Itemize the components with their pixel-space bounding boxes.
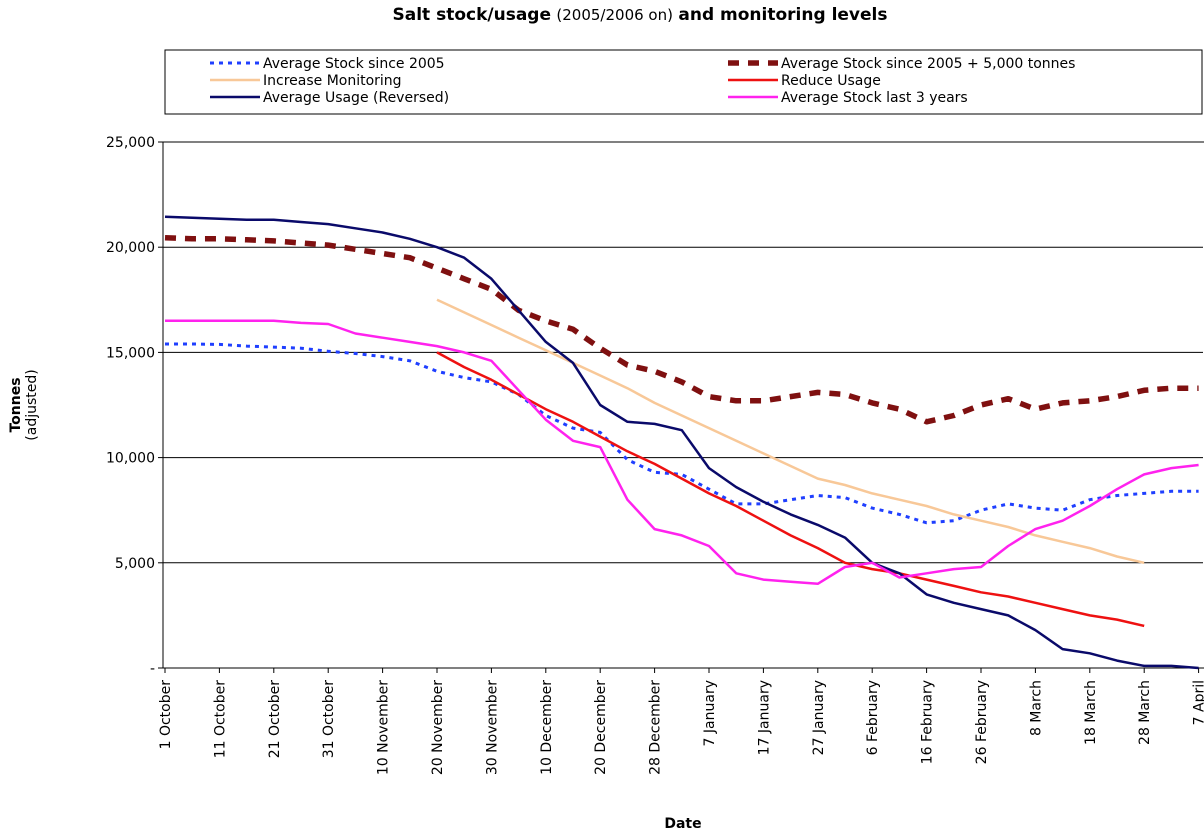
y-axis-title: Tonnes (adjusted) [8,369,40,440]
x-tick-label: 18 March [1083,680,1099,745]
legend-label: Average Stock since 2005 + 5,000 tonnes [781,56,1075,72]
y-tick-label: 25,000 [106,135,155,151]
series-line [164,215,1199,670]
series-line [165,319,1199,586]
legend-label: Increase Monitoring [263,73,402,89]
y-tick-label: 20,000 [106,240,155,256]
x-tick-label: 31 October [321,680,337,759]
legend-label: Average Stock since 2005 [263,56,445,72]
y-tick-label: 15,000 [106,345,155,361]
title-part: Salt stock/usage [393,5,552,25]
x-tick-label: 28 December [648,680,664,775]
x-axis-title: Date [664,816,701,832]
legend-label: Reduce Usage [781,73,881,89]
plot-frame [162,141,1204,669]
y-tick-label: - [150,661,155,677]
x-tick-label: 20 November [430,680,446,775]
y-tick-label: 10,000 [106,451,155,467]
title-part: (2005/2006 on) [556,6,673,24]
series-line [165,342,1199,525]
x-tick-label: 27 January [811,680,827,755]
x-tick-label: 7 April [1192,680,1204,725]
x-tick-label: 10 December [539,680,555,775]
x-tick-label: 11 October [212,680,228,759]
x-tick-label: 30 November [484,680,500,775]
series-line [436,351,1145,628]
x-tick-label: 26 February [974,680,990,764]
x-tick-label: 21 October [267,680,283,759]
x-tick-label: 20 December [593,680,609,775]
x-tick-label: 7 January [702,680,718,746]
y-subtitle: (adjusted) [24,369,40,440]
x-tick-label: 6 February [865,680,881,755]
title-part: and monitoring levels [678,5,887,25]
x-tick-label: 16 February [920,680,936,764]
legend-label: Average Stock last 3 years [781,90,968,106]
series-line [436,298,1145,565]
x-tick-label: 17 January [756,680,772,755]
x-tick-label: 28 March [1137,680,1153,745]
series-line [164,234,1199,425]
legend-label: Average Usage (Reversed) [263,90,449,106]
x-tick-label: 1 October [158,680,174,750]
chart-title: Salt stock/usage (2005/2006 on) and moni… [393,5,888,25]
y-title: Tonnes [8,377,24,432]
x-tick-label: 8 March [1028,680,1044,736]
x-tick-label: 10 November [376,680,392,775]
legend-box [164,49,1203,115]
y-tick-label: 5,000 [115,556,155,572]
